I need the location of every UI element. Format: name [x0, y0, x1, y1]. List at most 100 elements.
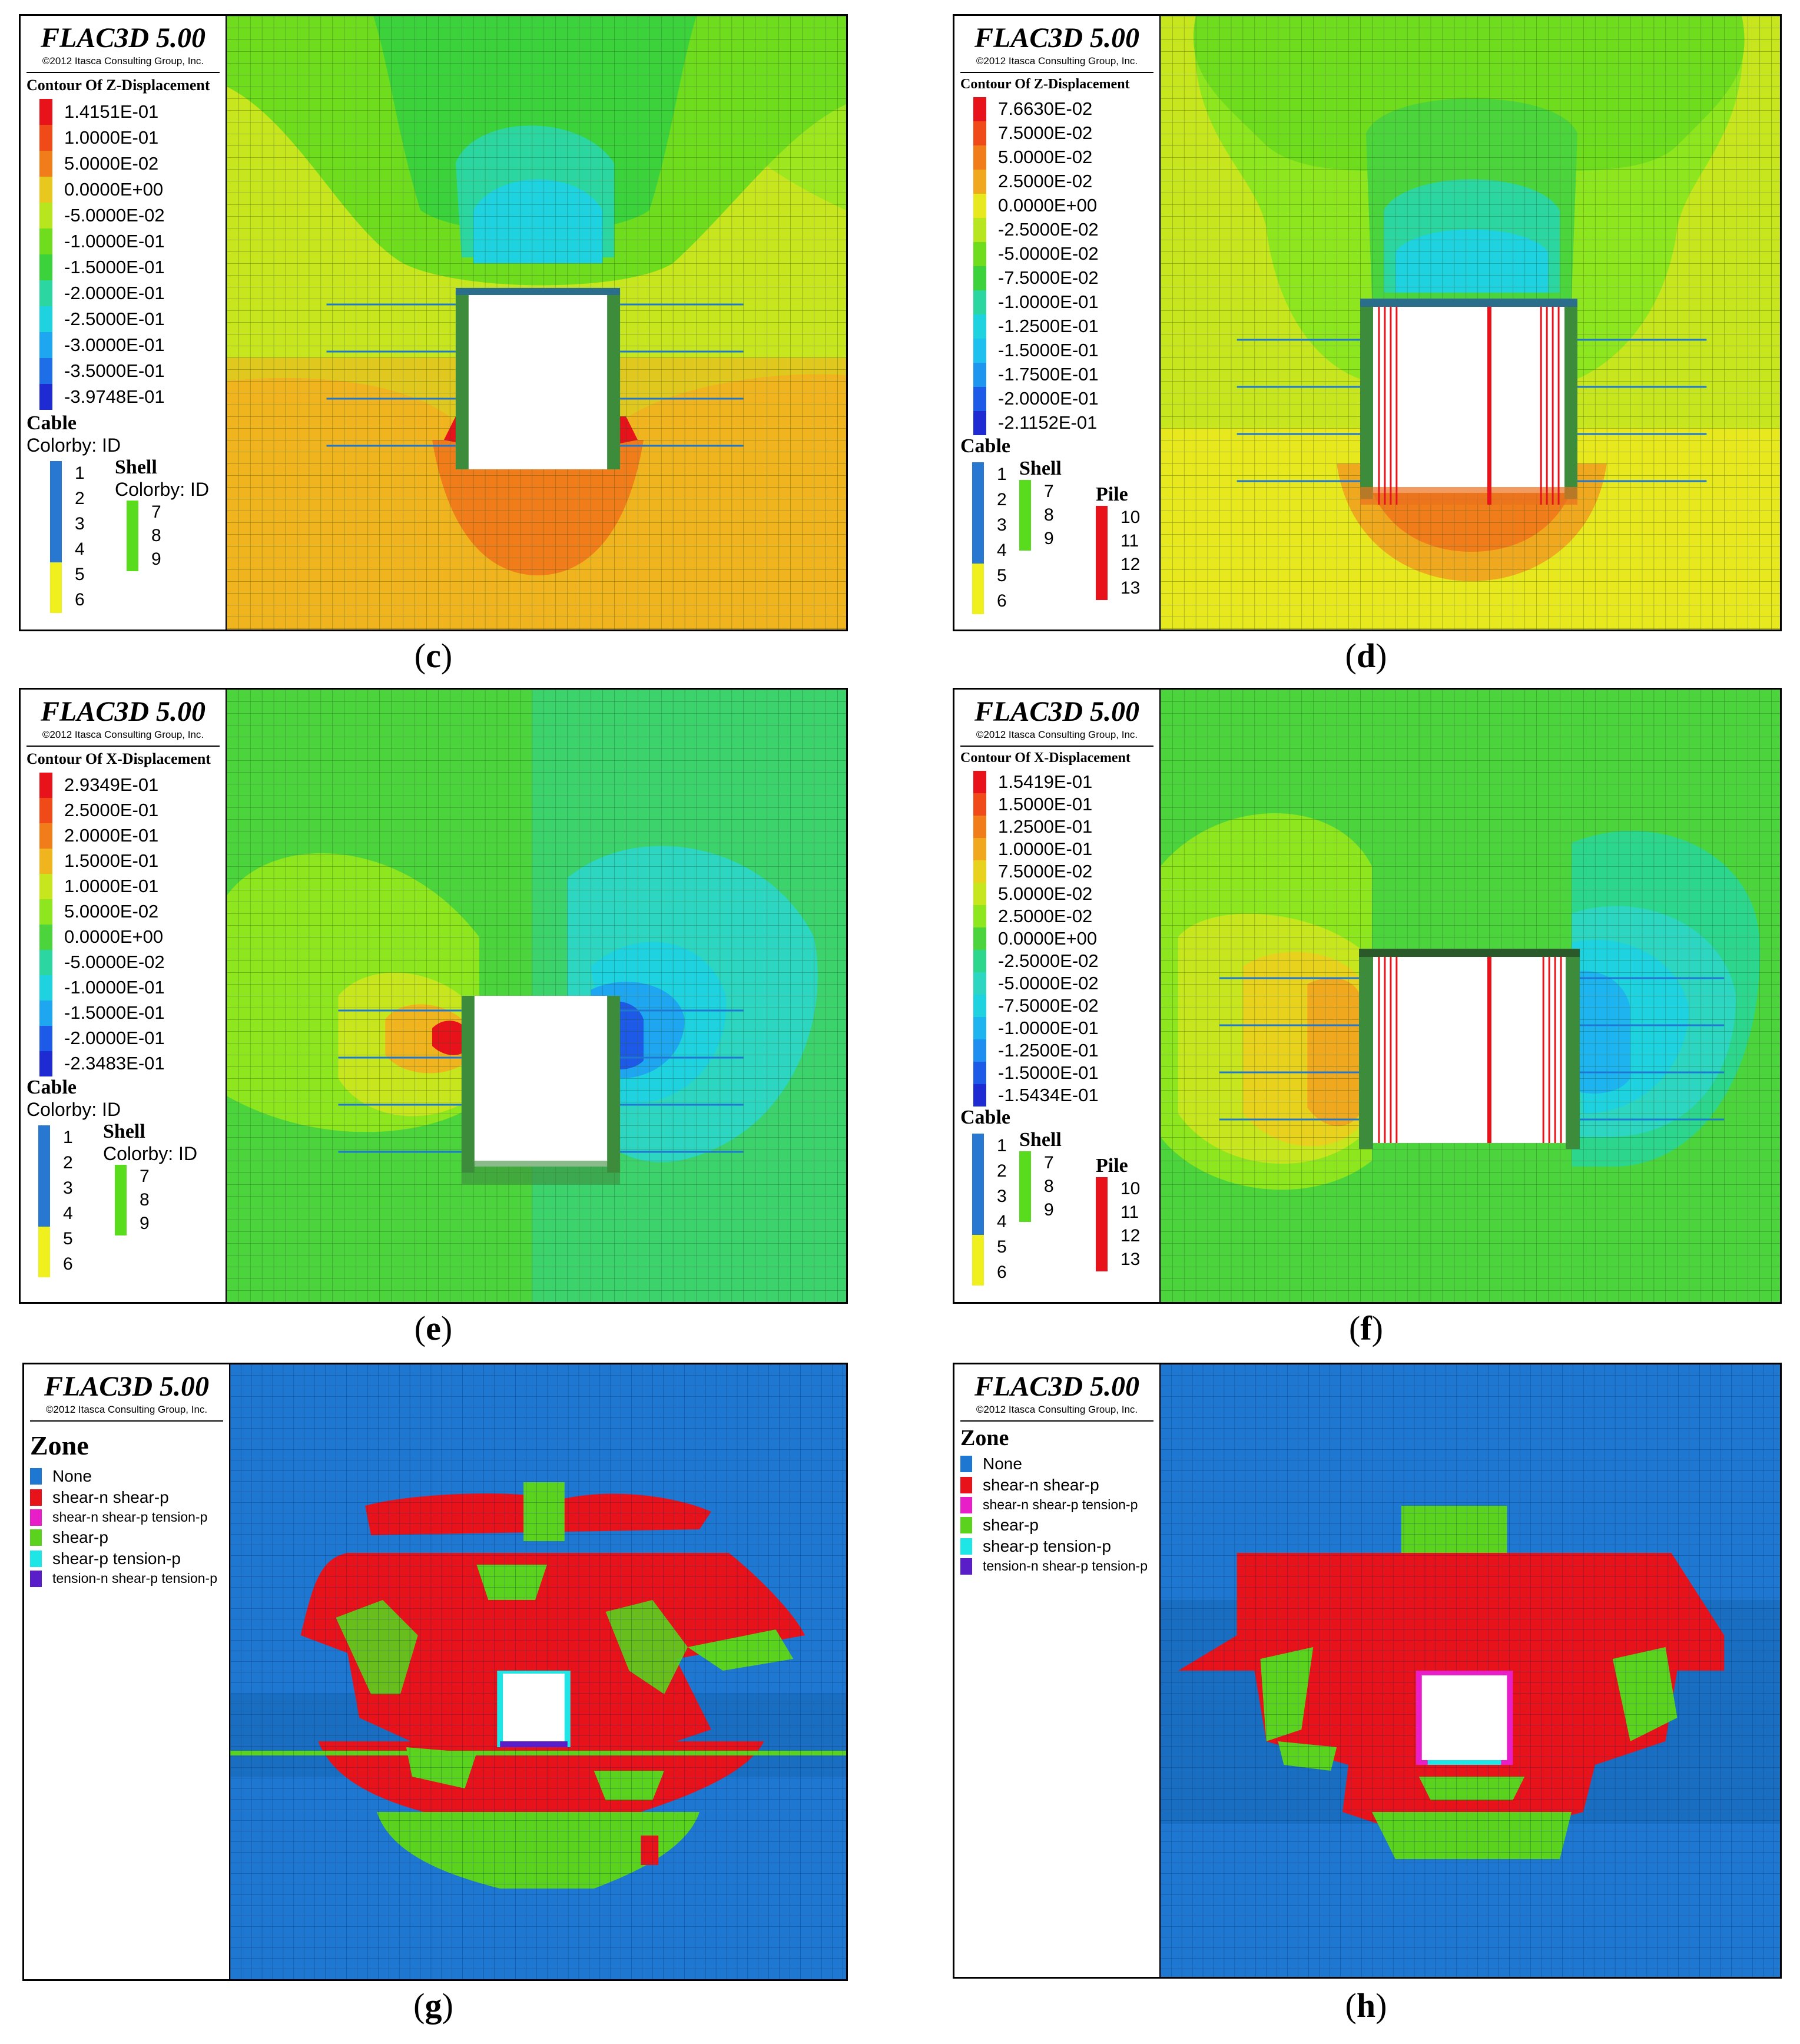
contour-swatch	[39, 797, 52, 823]
zone-swatch	[30, 1509, 42, 1526]
shell-id-row: 9	[1019, 1198, 1062, 1222]
cable-legend: 1 2 3 4 5 6	[972, 1133, 1007, 1286]
contour-swatch	[39, 848, 52, 874]
contour-swatch	[973, 314, 986, 339]
contour-legend: 7.6630E-02 7.5000E-02 5.0000E-02 2.5000E-02…	[960, 97, 1153, 435]
contour-level-label: -1.0000E-01	[64, 977, 165, 998]
pile-legend: 10 11 12 13	[1096, 1177, 1140, 1271]
shell-id-label: 8	[151, 525, 161, 545]
zone-label: shear-p tension-p	[52, 1549, 181, 1568]
contour-legend-row: 2.9349E-01	[26, 772, 220, 798]
contour-legend-row: -2.0000E-01	[26, 280, 220, 306]
zone-label: shear-n shear-p	[52, 1488, 169, 1506]
zone-legend-row: shear-p	[960, 1516, 1153, 1535]
legend-e: FLAC3D 5.00 ©2012 Itasca Consulting Grou…	[21, 690, 227, 1302]
contour-legend-row: -2.0000E-01	[960, 386, 1153, 411]
pile-id-label: 10	[1121, 1178, 1141, 1198]
cable-swatch	[972, 1158, 984, 1184]
cable-legend: 1 2 3 4 5 6	[50, 461, 85, 613]
shell-title: Shell	[1019, 457, 1062, 479]
shell-swatch	[1019, 526, 1031, 551]
contour-level-label: -2.5000E-02	[998, 219, 1099, 240]
contour-swatch	[973, 290, 986, 314]
zone-swatch	[30, 1550, 42, 1567]
cable-swatch	[972, 563, 984, 589]
legend-c: FLAC3D 5.00 ©2012 Itasca Consulting Grou…	[21, 16, 227, 630]
zone-legend-row: shear-p	[30, 1528, 223, 1547]
contour-legend: 1.5419E-01 1.5000E-01 1.2500E-01 1.0000E-01…	[960, 770, 1153, 1107]
zone-label: tension-n shear-p tension-p	[52, 1571, 217, 1586]
contour-legend-row: -3.0000E-01	[26, 332, 220, 358]
cable-colorby: Colorby: ID	[26, 1098, 121, 1120]
contour-legend-row: -2.3483E-01	[26, 1051, 220, 1076]
zone-swatch	[30, 1467, 42, 1485]
brand-title: FLAC3D 5.00	[974, 696, 1140, 727]
cable-id-label: 3	[75, 514, 85, 534]
pile-swatch	[1096, 576, 1108, 600]
pile-id-label: 11	[1121, 531, 1139, 551]
shell-id-row: 8	[1019, 1174, 1062, 1198]
contour-level-label: -3.9748E-01	[64, 386, 165, 407]
zone-swatch	[960, 1558, 972, 1575]
shell-legend: 7 8 9	[115, 1164, 197, 1235]
cable-swatch	[50, 562, 62, 588]
contour-legend-row: -5.0000E-02	[960, 241, 1153, 266]
contour-legend-row: 5.0000E-02	[26, 899, 220, 925]
brand-title: FLAC3D 5.00	[40, 696, 206, 727]
contour-legend-row: -2.5000E-02	[960, 217, 1153, 242]
contour-level-label: 2.9349E-01	[64, 774, 159, 796]
cable-id-label: 5	[63, 1229, 73, 1249]
cable-swatch	[38, 1251, 50, 1277]
pile-id-row: 10	[1096, 505, 1140, 529]
zone-swatch	[960, 1476, 972, 1493]
cable-swatch	[972, 462, 984, 488]
contour-legend-row: -1.5000E-01	[960, 338, 1153, 363]
contour-level-label: 7.5000E-02	[998, 122, 1093, 144]
contour-level-label: 5.0000E-02	[998, 147, 1093, 168]
contour-title: Contour Of Z-Displacement	[26, 76, 210, 94]
contour-legend-row: -1.2500E-01	[960, 314, 1153, 339]
cable-id-row: 5	[38, 1226, 73, 1252]
contour-legend-row: 2.5000E-01	[26, 797, 220, 823]
contour-swatch	[973, 860, 986, 883]
contour-swatch	[973, 241, 986, 266]
pile-id-row: 10	[1096, 1177, 1140, 1201]
contour-swatch	[973, 927, 986, 950]
contour-legend-row: -7.5000E-02	[960, 994, 1153, 1017]
pile-id-label: 12	[1121, 554, 1141, 574]
contour-legend-row: 7.5000E-02	[960, 860, 1153, 883]
cable-id-row: 6	[972, 588, 1007, 614]
contour-swatch	[39, 332, 52, 358]
cable-id-row: 5	[972, 563, 1007, 589]
cable-id-label: 2	[63, 1153, 73, 1173]
cable-id-row: 2	[972, 487, 1007, 513]
contour-legend-row: -1.0000E-01	[960, 1016, 1153, 1039]
shell-id-label: 8	[1044, 505, 1054, 525]
copyright: ©2012 Itasca Consulting Group, Inc.	[976, 1403, 1138, 1415]
contour-legend-row: 0.0000E+00	[26, 176, 220, 203]
shell-title: Shell	[1019, 1128, 1062, 1151]
contour-level-label: -2.0000E-01	[64, 1028, 165, 1049]
z-displacement-contour	[1161, 16, 1780, 630]
pile-title: Pile	[1096, 483, 1128, 505]
cable-swatch	[972, 538, 984, 564]
shell-id-row: 8	[115, 1188, 197, 1212]
contour-legend-row: -2.5000E-01	[26, 306, 220, 332]
contour-level-label: 1.4151E-01	[64, 101, 159, 122]
contour-legend-row: -1.5000E-01	[26, 1000, 220, 1026]
contour-swatch	[39, 924, 52, 950]
zone-legend-row: tension-n shear-p tension-p	[960, 1558, 1153, 1575]
contour-level-label: 1.2500E-01	[998, 816, 1093, 837]
zone-legend-row: shear-n shear-p	[960, 1476, 1153, 1495]
shell-swatch	[115, 1164, 127, 1188]
shell-id-row: 8	[1019, 503, 1062, 527]
cable-swatch	[972, 1234, 984, 1260]
contour-legend-row: 1.0000E-01	[26, 873, 220, 899]
contour-plot-d	[1161, 16, 1780, 630]
contour-legend-row: 7.5000E-02	[960, 121, 1153, 145]
contour-level-label: 2.0000E-01	[64, 825, 159, 846]
contour-legend-row: -3.9748E-01	[26, 383, 220, 410]
shell-id-label: 9	[140, 1213, 150, 1233]
zone-legend: None shear-n shear-p shear-n shear-p tensi…	[960, 1455, 1153, 1575]
pile-swatch	[1096, 505, 1108, 529]
